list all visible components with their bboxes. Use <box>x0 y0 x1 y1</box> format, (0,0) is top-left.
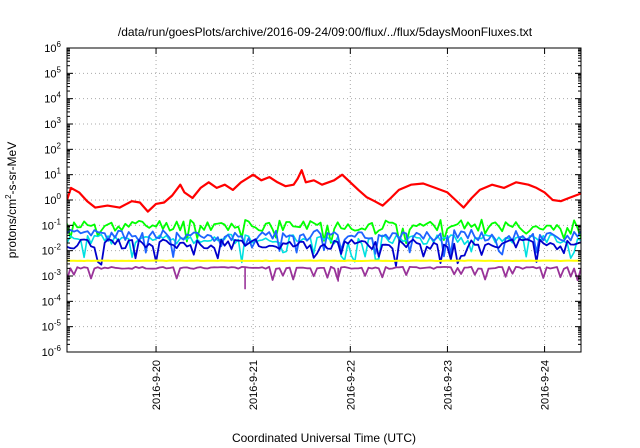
y-tick-label: 10-6 <box>42 344 62 359</box>
series-band-line <box>67 265 581 282</box>
y-tick-exp: 3 <box>57 116 62 125</box>
y-tick-base: 10 <box>42 246 54 258</box>
y-tick-base: 10 <box>44 170 56 182</box>
y-tick-base: 10 <box>42 296 54 308</box>
y-tick-base: 10 <box>44 119 56 131</box>
x-tick-label: 2016-9-20 <box>151 360 163 410</box>
y-tick-base: 10 <box>44 144 56 156</box>
x-tick-label: 2016-9-24 <box>540 360 552 410</box>
y-tick-base: 10 <box>44 43 56 55</box>
x-axis-ticks: 2016-9-20 2016-9-21 2016-9-22 2016-9-23 2016… <box>151 48 552 410</box>
y-tick-exp: -6 <box>54 344 62 353</box>
plot-area <box>67 169 581 290</box>
y-tick-exp: 2 <box>57 141 62 150</box>
y-tick-label: 102 <box>44 141 61 156</box>
x-axis-label: Coordinated Universal Time (UTC) <box>232 431 416 445</box>
x-tick-label: 2016-9-22 <box>345 360 357 410</box>
y-tick-exp: 4 <box>57 91 62 100</box>
y-tick-exp: -3 <box>54 268 62 277</box>
y-tick-exp: 0 <box>57 192 62 201</box>
chart-title: /data/run/goesPlots/archive/2016-09-24/0… <box>118 25 533 39</box>
y-tick-label: 10-5 <box>42 319 62 334</box>
y-tick-base: 10 <box>44 94 56 106</box>
series-band-line <box>67 259 581 262</box>
y-tick-label: 103 <box>44 116 61 131</box>
series-band-line <box>67 238 581 267</box>
y-tick-exp: -5 <box>54 319 62 328</box>
y-axis-label-part1: protons/cm <box>5 199 19 258</box>
y-tick-label: 10-4 <box>42 293 62 308</box>
y-tick-label: 106 <box>44 40 61 55</box>
y-tick-exp: 5 <box>57 65 62 74</box>
y-axis-label: protons/cm2-s-sr-MeV <box>4 142 19 258</box>
series-line <box>67 169 581 213</box>
y-tick-label: 10-2 <box>42 243 62 258</box>
y-tick-base: 10 <box>44 195 56 207</box>
y-tick-exp: 6 <box>57 40 62 49</box>
series-band-line <box>67 228 581 258</box>
y-tick-label: 10-3 <box>42 268 62 283</box>
y-tick-exp: 1 <box>57 167 62 176</box>
series-band-line <box>67 218 581 245</box>
y-tick-label: 105 <box>44 65 61 80</box>
y-tick-label: 101 <box>44 167 61 182</box>
y-axis-ticks: 10-610-510-410-310-210-11001011021031041… <box>42 40 581 359</box>
y-tick-label: 10-1 <box>42 217 62 232</box>
y-tick-base: 10 <box>42 347 54 359</box>
y-tick-exp: -2 <box>54 243 62 252</box>
y-axis-label-part2: -s-sr-MeV <box>5 142 19 195</box>
y-tick-exp: -1 <box>54 217 62 226</box>
y-tick-exp: -4 <box>54 293 62 302</box>
y-tick-base: 10 <box>42 271 54 283</box>
y-tick-base: 10 <box>44 68 56 80</box>
x-tick-label: 2016-9-21 <box>248 360 260 410</box>
grid <box>67 48 581 352</box>
y-tick-label: 104 <box>44 91 61 106</box>
y-axis-label-sup: 2 <box>4 194 13 199</box>
y-tick-base: 10 <box>42 322 54 334</box>
y-tick-label: 100 <box>44 192 61 207</box>
y-tick-base: 10 <box>42 220 54 232</box>
x-tick-label: 2016-9-23 <box>442 360 454 410</box>
